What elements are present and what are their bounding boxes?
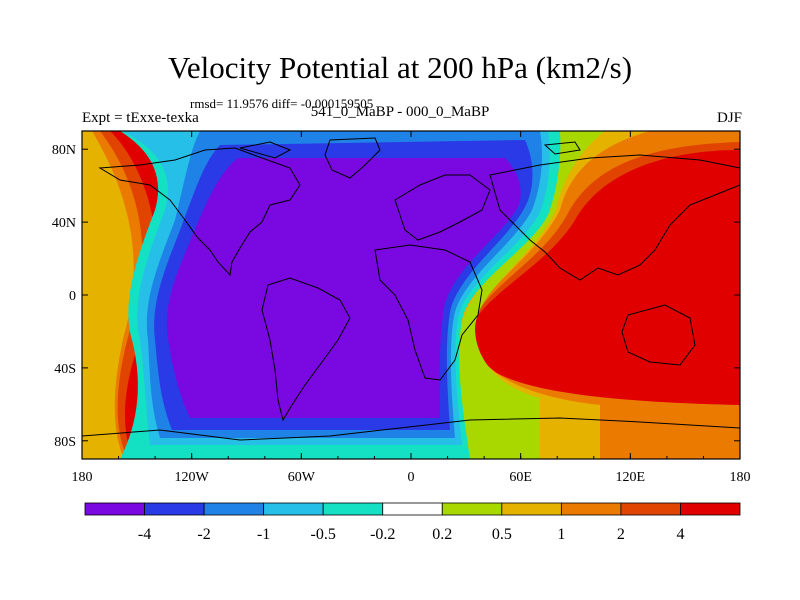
colorbar-swatch	[263, 502, 324, 516]
asia-outline	[489, 154, 740, 281]
antarctica-outline	[82, 417, 740, 441]
x-axis: 180 120W 60W 0 60E 120E 180	[72, 131, 751, 485]
y-tick-label: 80N	[52, 143, 76, 158]
colorbar-swatch	[84, 502, 145, 516]
colorbar-swatch	[620, 502, 681, 516]
colorbar-label: 2	[617, 526, 625, 543]
colorbar-label: 4	[676, 526, 684, 543]
band-lt-neg-4	[166, 158, 521, 418]
band-1-2	[82, 131, 740, 459]
band-2-4	[82, 131, 740, 459]
x-tick-label: 180	[730, 470, 751, 485]
band-0.2-0.5	[457, 131, 605, 459]
season-label: DJF	[716, 110, 742, 126]
colorbar-label: 0.5	[492, 526, 512, 543]
colorbar-swatch	[144, 502, 205, 516]
stats-text: rmsd= 11.9576 diff= -0.000159505	[190, 96, 374, 111]
x-tick-label: 60E	[509, 470, 532, 485]
contour-field	[82, 131, 740, 459]
chart-title: Velocity Potential at 200 hPa (km2/s)	[167, 50, 633, 85]
colorbar-swatch	[203, 502, 265, 516]
colorbar-swatch	[501, 502, 562, 516]
colorbar-label: -0.2	[370, 526, 395, 543]
colorbar-label: -0.5	[311, 526, 336, 543]
north-america-outline	[98, 147, 301, 277]
africa-outline	[374, 244, 483, 381]
x-tick-label: 120E	[616, 470, 646, 485]
colorbar-swatch	[680, 502, 741, 516]
y-tick-label: 0	[69, 289, 76, 304]
x-tick-label: 60W	[288, 470, 316, 485]
colorbar-swatch	[441, 502, 503, 516]
colorbar-label: -4	[138, 526, 151, 543]
colorbar-label: 1	[557, 526, 565, 543]
colorbar-label: -2	[197, 526, 210, 543]
x-tick-label: 180	[72, 470, 93, 485]
colorbar-swatch	[382, 502, 443, 516]
australia-outline	[621, 304, 696, 366]
europe-outline	[394, 174, 491, 241]
y-tick-label: 40S	[54, 362, 76, 377]
coastlines	[82, 137, 740, 441]
colorbar-swatch	[322, 502, 384, 516]
experiment-label: Expt = tExxe-texka	[82, 110, 199, 126]
colorbar-swatch	[560, 502, 622, 516]
x-tick-label: 120W	[175, 470, 210, 485]
y-axis: 80N 40N 0 40S 80S	[52, 143, 740, 450]
band-0.5-1	[82, 131, 650, 459]
y-tick-label: 80S	[54, 435, 76, 450]
colorbar: -4 -2 -1 -0.5 -0.2 0.2 0.5 1 2 4	[84, 502, 741, 543]
colorbar-label: -1	[257, 526, 270, 543]
greenland-outline	[324, 137, 381, 179]
arctic-islands-outline	[239, 141, 581, 159]
x-tick-label: 0	[408, 470, 415, 485]
colorbar-label: 0.2	[432, 526, 452, 543]
y-tick-label: 40N	[52, 216, 76, 231]
south-america-outline	[261, 277, 351, 422]
comparison-label: 541_0_MaBP - 000_0_MaBP	[310, 104, 490, 120]
